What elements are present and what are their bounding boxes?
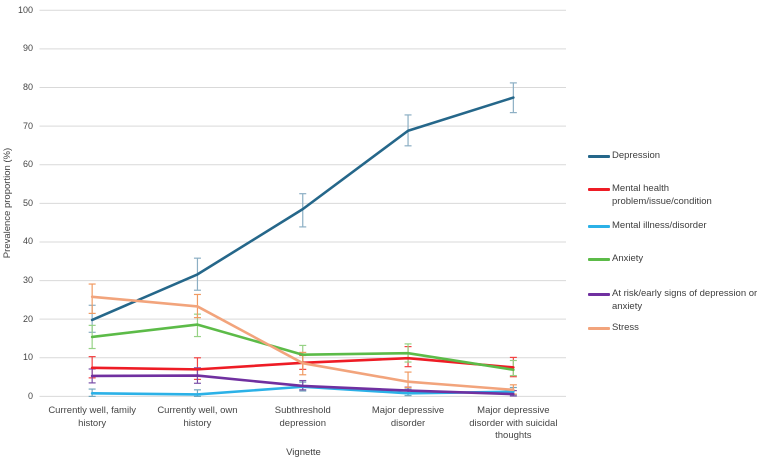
legend-label-mental-health-problem-issue-condition: Mental health problem/issue/condition [612,183,712,207]
x-category-label-major-depressive-disorder-with-suicidal-thoughts: Major depressive disorder with suicidal … [469,405,558,442]
legend-line-swatch-stress [588,327,610,330]
y-tick-label: 10 [22,352,33,363]
y-tick-label: 0 [27,390,33,401]
legend-line-swatch-at-risk-early-signs-of-depression-or-anxiety [588,293,610,296]
y-tick-label: 80 [22,82,33,93]
error-bars [88,82,517,397]
x-category-label-currently-well-own-history: Currently well, own history [157,405,238,429]
series-line-depression [90,96,515,322]
legend-label-anxiety: Anxiety [612,253,644,264]
legend-label-at-risk-early-signs-of-depression-or-anxiety: At risk/early signs of depression or anx… [612,288,758,312]
legend-label-stress: Stress [612,322,639,333]
y-tick-label: 60 [22,159,33,170]
legend-line-swatch-mental-illness-disorder [588,225,610,228]
legend-item-depression: Depression [588,150,774,163]
series-lines [90,96,515,396]
legend-item-mental-health-problem-issue-condition: Mental health problem/issue/condition [588,183,774,208]
y-tick-label: 90 [22,43,33,54]
series-line-anxiety [90,323,515,372]
x-category-label-currently-well-family-history: Currently well, family history [48,405,136,429]
x-category-label-subthreshold-depression: Subthreshold depression [274,405,331,429]
x-axis-title: Vignette [286,447,321,458]
x-category-label-major-depressive-disorder: Major depressive disorder [371,405,445,429]
legend-item-mental-illness-disorder: Mental illness/disorder [588,220,774,233]
legend-label-depression: Depression [612,150,661,161]
legend-line-swatch-anxiety [588,258,610,261]
legend-item-anxiety: Anxiety [588,253,774,266]
legend-line-swatch-mental-health-problem-issue-condition [588,188,610,191]
y-tick-label: 50 [22,197,33,208]
y-tick-label: 70 [22,120,33,131]
legend-item-at-risk-early-signs-of-depression-or-anxiety: At risk/early signs of depression or anx… [588,288,774,313]
error-bars-stress [88,283,517,395]
series-line-stress [90,295,515,392]
y-tick-label: 30 [22,275,33,286]
y-tick-label: 40 [22,236,33,247]
legend-item-stress: Stress [588,322,774,335]
y-tick-label: 100 [17,4,33,15]
legend-line-swatch-depression [588,155,610,158]
series-line-at-risk-early-signs-of-depression-or-anxiety [90,374,515,396]
y-tick-label: 20 [22,313,33,324]
legend-label-mental-illness-disorder: Mental illness/disorder [612,220,707,231]
